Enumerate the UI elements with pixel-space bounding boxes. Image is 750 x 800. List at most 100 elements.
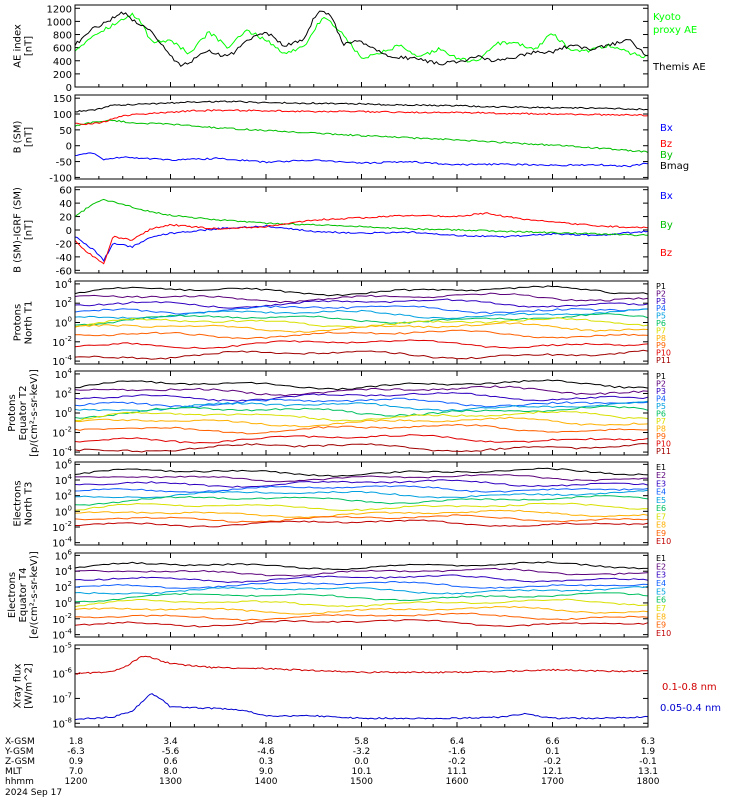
y-axis-label: [p/(cm²-s-sr-keV)] [29,369,40,457]
y-tick-label: 102 [55,386,72,400]
legend-label: E3 [656,571,666,580]
y-tick-label: 10-4 [52,628,72,642]
series-line [75,379,649,391]
series-line [74,495,649,506]
legend-label: P6 [656,410,666,419]
y-tick-label: 10-2 [52,612,72,626]
series-line [75,519,649,528]
y-tick-label: 400 [53,57,72,68]
series-line [74,442,649,453]
series-line [74,574,649,584]
y-axis-label: B (SM)-IGRF (SM) [13,187,24,273]
legend-label: E7 [656,512,666,521]
orbit-value: -0.2 [544,757,562,767]
legend-label: P4 [656,395,666,404]
orbit-value: 0.1 [545,747,559,757]
legend-label: P10 [656,440,671,449]
series-line [74,212,649,265]
orbit-value: -3.2 [353,747,371,757]
y-tick-label: -60 [56,266,72,277]
legend-label: Bx [660,123,673,134]
y-tick-label: 102 [55,489,72,503]
orbit-value: 1.8 [69,737,84,747]
y-axis-label: North T1 [24,301,35,345]
orbit-value: 6.4 [450,737,465,747]
y-tick-label: 1200 [47,4,72,15]
series-line [74,655,649,675]
y-tick-label: 102 [55,296,72,310]
series-line [74,598,649,608]
legend-label: Kyoto [653,12,681,23]
orbit-value: 1300 [159,777,182,787]
orbit-value: 6.3 [641,737,655,747]
y-tick-label: 100 [55,406,72,420]
orbit-value: 10.1 [351,767,371,777]
legend-label: P7 [656,417,666,426]
orbit-value: 9.0 [259,767,274,777]
orbit-row-label: Y-GSM [4,747,33,757]
legend-label: P9 [656,432,666,441]
legend-label: E5 [656,496,666,505]
y-axis-label: Electrons [13,480,24,526]
orbit-value: 6.6 [545,737,560,747]
y-tick-label: 10-2 [52,520,72,534]
y-tick-label: 800 [53,31,72,42]
series-line [74,119,649,154]
y-axis-label: North T3 [24,482,35,526]
y-tick-label: 106 [55,457,73,471]
legend-label: E10 [656,537,671,546]
orbit-value: 13.1 [638,767,658,777]
series-line [74,292,649,304]
legend-label: Bx [660,191,673,202]
orbit-value: 5.8 [354,737,369,747]
legend-label: Bz [660,248,672,259]
y-axis-label: [nT] [24,127,35,147]
orbit-value: -1.6 [448,747,466,757]
orbit-value: 0.9 [69,757,84,767]
series-line [74,285,649,297]
y-tick-label: 10-2 [52,426,72,440]
y-axis-label: Protons [7,394,18,431]
legend-label: E8 [656,612,666,621]
y-axis-label: Electrons [7,572,18,618]
series-line [74,198,649,237]
orbit-value: 1700 [541,777,564,787]
orbit-value: -0.1 [639,757,657,767]
orbit-value: 1800 [637,777,660,787]
legend-label: E4 [656,579,666,588]
y-tick-label: 104 [55,473,73,487]
date-label: 2024 Sep 17 [5,788,62,798]
y-tick-label: 10-5 [52,642,72,656]
y-axis-label: [nT] [24,220,35,240]
y-axis-label: Xray flux [13,664,24,709]
series-line [74,416,649,428]
legend-label: E4 [656,488,666,497]
legend-label: E5 [656,587,666,596]
orbit-value: 11.1 [447,767,467,777]
orbit-value: 1600 [446,777,469,787]
legend-label: E6 [656,504,666,513]
series-line [74,434,649,444]
legend-label: P5 [656,402,666,411]
legend-label: E9 [656,621,666,630]
plot-frame [74,280,649,365]
orbit-value: 4.8 [259,737,274,747]
series-line [74,585,649,595]
orbit-value: -5.6 [162,747,180,757]
y-tick-label: 10-4 [52,536,72,550]
legend-label: E8 [656,521,666,530]
orbit-row-label: MLT [5,767,23,777]
plot-frame [74,4,649,88]
legend-label: P2 [656,289,666,298]
y-tick-label: 600 [53,44,72,55]
series-line [74,509,649,519]
y-tick-label: -40 [56,253,72,264]
orbit-row-label: hhmm [5,777,34,787]
series-line [74,349,649,360]
y-tick-label: 40 [59,199,72,210]
legend-label: Bmag [660,161,689,172]
legend-label: 0.05-0.4 nm [660,703,721,714]
series-line [74,392,649,402]
plot-frame [74,552,649,638]
series-line [74,224,649,262]
